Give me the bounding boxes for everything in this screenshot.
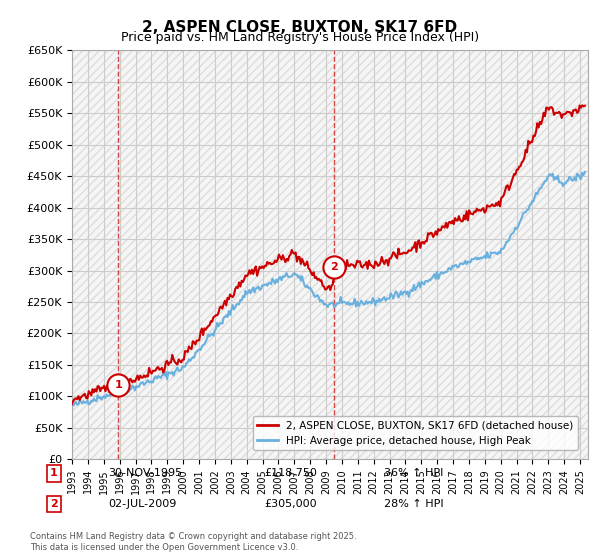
Text: £118,750: £118,750: [264, 468, 317, 478]
Text: 2: 2: [330, 263, 338, 272]
Text: 28% ↑ HPI: 28% ↑ HPI: [384, 499, 443, 509]
Text: Price paid vs. HM Land Registry's House Price Index (HPI): Price paid vs. HM Land Registry's House …: [121, 31, 479, 44]
Text: Contains HM Land Registry data © Crown copyright and database right 2025.
This d: Contains HM Land Registry data © Crown c…: [30, 532, 356, 552]
Text: £305,000: £305,000: [264, 499, 317, 509]
Text: 30-NOV-1995: 30-NOV-1995: [108, 468, 182, 478]
Text: 02-JUL-2009: 02-JUL-2009: [108, 499, 176, 509]
Text: 1: 1: [115, 380, 122, 390]
Text: 2: 2: [50, 499, 58, 509]
Text: 36% ↑ HPI: 36% ↑ HPI: [384, 468, 443, 478]
Text: 1: 1: [50, 468, 58, 478]
Text: 2, ASPEN CLOSE, BUXTON, SK17 6FD: 2, ASPEN CLOSE, BUXTON, SK17 6FD: [142, 20, 458, 35]
Legend: 2, ASPEN CLOSE, BUXTON, SK17 6FD (detached house), HPI: Average price, detached : 2, ASPEN CLOSE, BUXTON, SK17 6FD (detach…: [253, 417, 578, 450]
